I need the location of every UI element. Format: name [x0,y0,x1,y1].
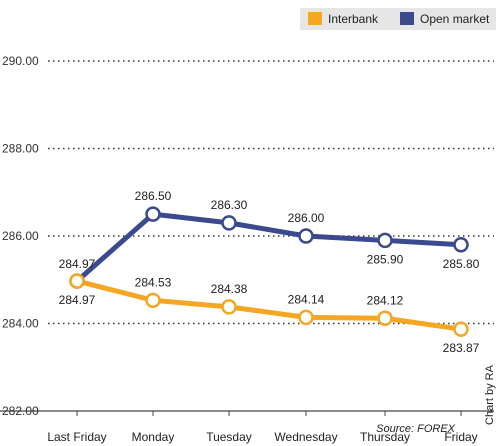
gridlines [0,60,494,412]
data-point [377,232,393,249]
data-point [69,273,85,289]
legend-swatch [308,12,322,25]
data-point [453,237,469,253]
x-tick-labels: Last Friday Monday Tuesday Wednesday Thursda… [47,411,478,444]
data-point [145,292,161,309]
data-labels: 284.97 286.50 286.30 286.00 285.90 285.80 284.… [59,189,480,355]
chart-credit: Chart by RA [484,364,496,425]
data-point [145,206,161,222]
y-tick-label: 286.00 [2,229,39,243]
data-label: 284.12 [367,293,404,307]
y-tick-label: 282.00 [2,404,39,418]
x-tick-label: Friday [444,430,477,444]
y-tick-label: 290.00 [2,54,39,68]
data-label: 286.30 [211,198,248,212]
data-point [298,309,314,326]
data-label: 283.87 [443,341,480,355]
y-tick-label: 288.00 [2,142,39,156]
x-tick-label: Thursday [360,430,410,444]
x-tick-label: Last Friday [47,430,106,444]
series-layer [69,206,469,337]
data-label: 284.53 [135,275,172,289]
data-label: 284.97 [59,293,96,307]
x-tick-label: Tuesday [206,430,252,444]
data-label: 284.38 [211,282,248,296]
source-note: Source: FOREX [376,423,456,435]
legend-background [300,8,496,30]
data-label: 284.97 [59,257,96,271]
legend-label: Open market [420,12,490,26]
legend: Interbank Open market [308,12,490,26]
data-point [298,228,314,244]
data-point [453,321,469,337]
data-label: 286.00 [288,211,325,225]
data-label: 284.14 [288,292,325,306]
data-label: 285.80 [443,257,480,271]
y-tick-labels: 282.00 284.00 286.00 288.00 290.00 [2,54,39,418]
x-tick-label: Monday [132,430,175,444]
x-tick-label: Wednesday [274,430,337,444]
data-point [221,299,237,315]
series-line-open-market [75,211,462,283]
legend-label: Interbank [328,12,379,26]
data-point [221,215,237,231]
data-label: 286.50 [135,189,172,203]
series-line-interbank [76,278,462,332]
legend-swatch [400,12,414,25]
data-point [377,310,393,326]
y-tick-label: 284.00 [2,317,39,331]
data-label: 285.90 [367,252,404,266]
